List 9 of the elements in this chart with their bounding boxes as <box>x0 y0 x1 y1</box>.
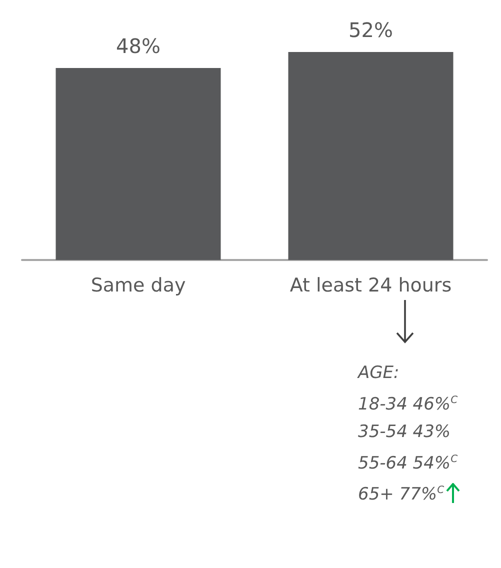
x-tick-label: At least 24 hours <box>290 274 452 296</box>
text: 18-34 46%$^{C}$ <box>358 394 459 417</box>
text: AGE: <box>358 362 400 385</box>
text: 35-54 43% <box>358 420 452 444</box>
text: 65+ 77%$^{C}$ <box>358 484 446 507</box>
text: 55-64 54%$^{C}$ <box>358 452 459 476</box>
x-tick-label: Same day <box>90 274 186 296</box>
data-label: 52% <box>348 18 393 42</box>
data-label: 48% <box>116 34 160 58</box>
